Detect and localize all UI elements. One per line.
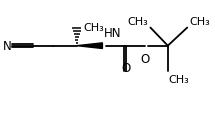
- Text: O: O: [141, 52, 150, 65]
- Text: CH₃: CH₃: [83, 23, 104, 33]
- Text: CH₃: CH₃: [128, 17, 148, 27]
- Text: O: O: [121, 61, 131, 74]
- Text: N: N: [3, 40, 11, 53]
- Text: CH₃: CH₃: [169, 74, 190, 84]
- Text: HN: HN: [103, 27, 121, 40]
- Polygon shape: [77, 43, 102, 49]
- Text: CH₃: CH₃: [189, 17, 210, 27]
